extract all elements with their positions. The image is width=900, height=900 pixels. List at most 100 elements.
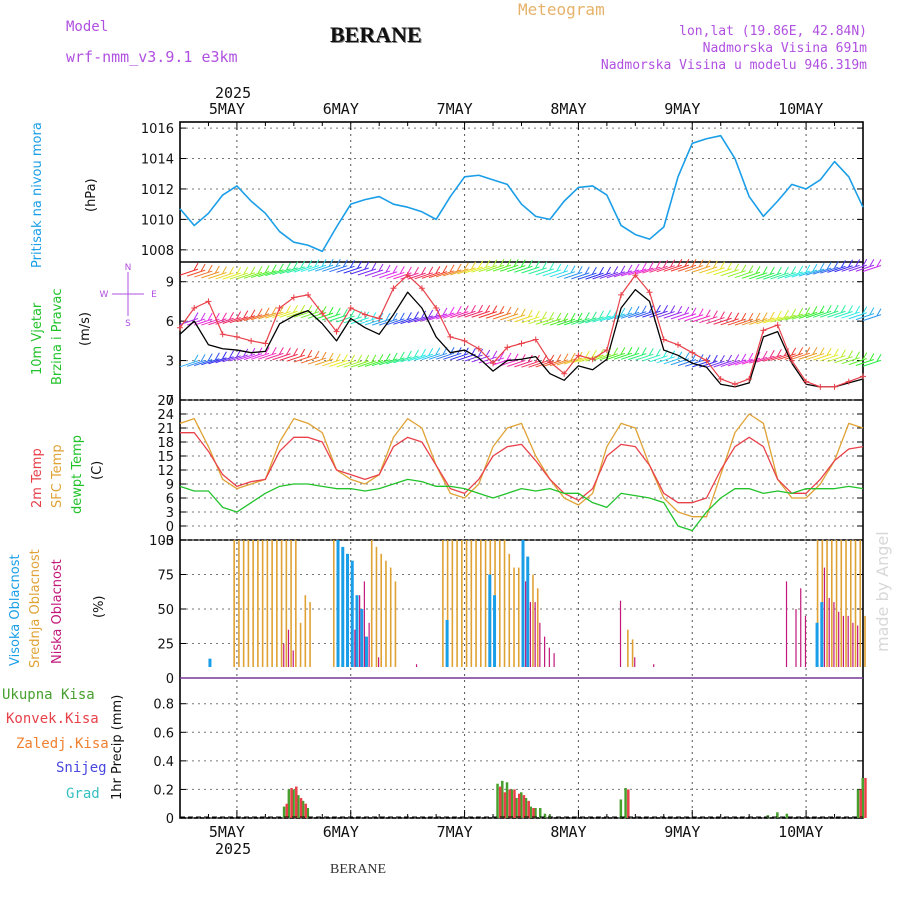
wind-gust-marker xyxy=(205,298,212,305)
wind-barb xyxy=(293,265,312,273)
precip-conv-bar xyxy=(859,789,862,818)
wind-barb-flag xyxy=(769,266,775,275)
subtitle: Meteogram xyxy=(518,0,605,19)
wind-barb-flag xyxy=(762,312,768,320)
wind-barb-flag xyxy=(307,259,313,268)
cloud-low-bar xyxy=(359,595,361,667)
wind-barb xyxy=(421,271,441,279)
wind-barb xyxy=(229,272,248,280)
cloud-mid-bar xyxy=(375,546,378,667)
wind-gust-marker xyxy=(603,347,610,354)
wind-barb xyxy=(734,318,754,326)
cloud-low-bar xyxy=(292,650,294,667)
temp-dewpt-line xyxy=(179,478,864,532)
wind-gust-marker xyxy=(689,349,696,356)
precip-conv-bar xyxy=(532,808,535,818)
wind-barb xyxy=(585,272,604,280)
wind-barb-flag xyxy=(627,346,633,355)
cloud-mid-bar xyxy=(233,540,235,667)
wind-barb-flag xyxy=(656,304,661,313)
page-title: BERANE xyxy=(330,22,422,47)
wind-barb xyxy=(322,359,341,367)
wind-barb-flag xyxy=(869,307,875,315)
wind-barb xyxy=(450,353,469,361)
wind-barb xyxy=(350,360,369,368)
wind-barb xyxy=(741,357,761,365)
precip-conv-bar xyxy=(527,800,530,818)
wind-barb xyxy=(194,318,213,326)
wind-barb-flag xyxy=(293,261,299,269)
cloud-high-bar xyxy=(526,556,530,667)
wind-barb xyxy=(613,270,633,278)
wind-barb-flag xyxy=(200,263,206,272)
wind-barb xyxy=(236,353,256,361)
wind-barb-flag xyxy=(442,265,448,273)
wind-barb xyxy=(628,268,647,276)
wind-barb-flag xyxy=(293,348,299,356)
cloud-mid-bar xyxy=(503,540,506,667)
wind-barb xyxy=(649,310,668,318)
pressure-line xyxy=(179,134,864,253)
precip-total-bar xyxy=(515,798,518,818)
cloud-mid-bar xyxy=(864,615,866,667)
bottom-day-label: 6MAY xyxy=(322,823,359,841)
wind-barb xyxy=(592,272,611,280)
wind-gust-marker xyxy=(191,305,198,311)
wind-barb-flag xyxy=(342,354,348,362)
wind-barb-flag xyxy=(776,310,782,319)
wind-ytick-label: 6 xyxy=(166,315,174,330)
wind-gust-marker xyxy=(675,341,682,348)
wind-barb-flag xyxy=(286,262,291,270)
wind-barb-flag xyxy=(342,308,348,317)
cloud-ytick-label: 100 xyxy=(149,534,174,549)
wind-barb xyxy=(435,270,455,278)
cloud-low-bar xyxy=(857,625,859,667)
cloud-high-bar xyxy=(488,574,492,667)
cloud-mid-bar xyxy=(451,540,454,667)
temp-ytick-label: 15 xyxy=(157,450,174,465)
wind-barb xyxy=(556,358,576,366)
wind-gust-marker xyxy=(760,327,767,334)
wind-barb-flag xyxy=(335,259,341,267)
wind-barb xyxy=(443,269,462,277)
wind-barb-flag xyxy=(385,264,391,273)
top-day-label: 7MAY xyxy=(436,100,473,118)
wind-barb xyxy=(813,310,832,318)
wind-barb-flag xyxy=(840,304,846,313)
wind-barb xyxy=(791,352,811,360)
cloud-mid-bar xyxy=(389,567,392,667)
cloud-mid-bar xyxy=(475,540,477,667)
wind-barb-flag xyxy=(293,304,299,313)
wind-barb-flag xyxy=(342,259,348,267)
wind-barb-flag xyxy=(314,259,320,267)
cloud-ytick-label: 50 xyxy=(157,603,174,618)
precip-total-bar xyxy=(856,789,860,818)
model-name: wrf-nmm_v3.9.1 e3km xyxy=(66,48,238,66)
wind-barb-flag xyxy=(670,259,676,267)
wind-barb xyxy=(307,357,327,365)
wind-barb xyxy=(855,264,875,272)
wind-barb xyxy=(322,264,341,272)
wind-barb-flag xyxy=(599,310,604,319)
wind-barb-flag xyxy=(769,349,775,358)
cloud-mid-bar xyxy=(242,540,245,667)
wind-barb-flag xyxy=(428,309,434,318)
precip-total-bar xyxy=(292,789,295,818)
wind-barb xyxy=(571,317,590,325)
top-day-label: 6MAY xyxy=(322,100,359,118)
wind-barb-flag xyxy=(627,306,633,315)
cloud-mid-bar xyxy=(854,540,857,667)
wind-barb-flag xyxy=(214,265,220,274)
wind-gust-marker xyxy=(404,272,411,279)
wind-barb xyxy=(599,271,618,279)
wind-barb xyxy=(628,311,647,319)
wind-gust-marker xyxy=(290,294,297,301)
wind-barb xyxy=(777,353,796,361)
bottom-day-label: 9MAY xyxy=(664,823,701,841)
wind-barb-flag xyxy=(350,354,355,363)
wind-barb-flag xyxy=(364,261,370,270)
wind-barb xyxy=(791,270,811,278)
wind-barb-flag xyxy=(407,350,412,359)
wind-barb-flag xyxy=(214,352,220,360)
wind-barb xyxy=(293,355,312,363)
